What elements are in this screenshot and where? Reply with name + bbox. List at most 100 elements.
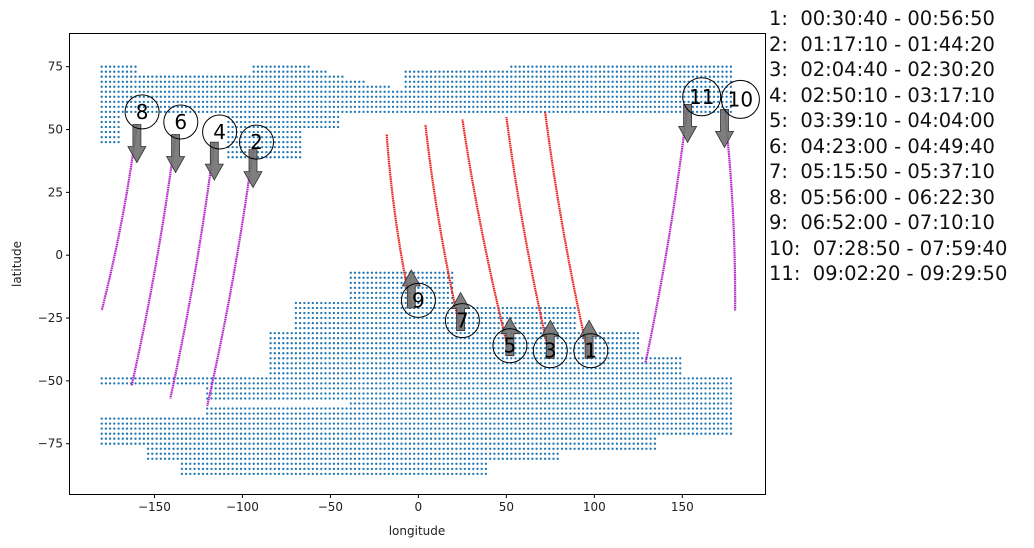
coverage-point (231, 422, 234, 425)
coverage-point (336, 347, 340, 350)
coverage-point (413, 80, 416, 83)
coverage-point (577, 397, 580, 400)
coverage-point (573, 65, 576, 68)
coverage-point (256, 472, 260, 476)
coverage-point (227, 80, 230, 83)
coverage-point (552, 387, 555, 390)
coverage-point (218, 422, 222, 425)
coverage-point (252, 120, 255, 124)
coverage-point (569, 75, 572, 78)
coverage-point (104, 135, 108, 139)
coverage-point (408, 80, 412, 83)
coverage-point (404, 392, 407, 395)
coverage-point (294, 306, 298, 310)
coverage-point (484, 70, 488, 73)
coverage-point (543, 412, 547, 415)
coverage-point (556, 306, 559, 310)
coverage-point (159, 90, 162, 93)
coverage-point (370, 100, 374, 104)
coverage-point (560, 85, 564, 88)
coverage-point (180, 80, 184, 83)
coverage-point (408, 382, 412, 385)
coverage-point (413, 392, 416, 395)
coverage-point (531, 75, 534, 78)
coverage-point (666, 377, 669, 380)
coverage-point (446, 342, 450, 345)
coverage-point (260, 412, 264, 415)
coverage-point (590, 397, 593, 400)
coverage-point (298, 407, 302, 410)
coverage-point (375, 337, 378, 340)
coverage-point (603, 362, 606, 365)
coverage-point (463, 447, 466, 450)
coverage-point (641, 417, 644, 420)
coverage-point (193, 437, 196, 440)
coverage-point (307, 392, 310, 395)
coverage-point (286, 417, 289, 420)
coverage-point (438, 442, 441, 445)
coverage-point (489, 311, 492, 315)
coverage-point (218, 442, 222, 445)
coverage-point (543, 397, 547, 400)
coverage-point (100, 105, 103, 109)
coverage-point (400, 281, 403, 285)
coverage-point (548, 417, 551, 420)
coverage-point (134, 100, 137, 104)
coverage-point (134, 90, 137, 93)
coverage-point (282, 140, 285, 144)
coverage-point (569, 372, 572, 375)
coverage-point (590, 75, 593, 78)
coverage-point (197, 427, 200, 430)
coverage-point (446, 427, 450, 430)
coverage-point (615, 347, 619, 350)
coverage-point (514, 442, 517, 445)
coverage-point (303, 357, 306, 360)
coverage-point (548, 85, 551, 88)
coverage-point (328, 382, 331, 385)
coverage-point (265, 95, 268, 98)
coverage-point (104, 75, 108, 78)
coverage-point (404, 347, 407, 350)
coverage-point (252, 407, 255, 410)
coverage-point (493, 80, 496, 83)
coverage-point (108, 427, 112, 430)
coverage-point (121, 110, 124, 114)
coverage-point (421, 296, 424, 300)
coverage-point (349, 331, 352, 335)
coverage-point (636, 442, 640, 445)
coverage-point (425, 85, 428, 88)
coverage-point (619, 80, 623, 83)
coverage-point (320, 407, 323, 410)
coverage-point (286, 80, 289, 83)
coverage-point (176, 452, 179, 455)
coverage-point (594, 422, 597, 425)
coverage-point (438, 342, 441, 345)
coverage-point (421, 90, 424, 93)
coverage-point (467, 422, 471, 425)
coverage-point (197, 377, 200, 380)
coverage-point (218, 85, 222, 88)
coverage-point (172, 100, 175, 104)
coverage-point (641, 85, 644, 88)
coverage-point (193, 472, 196, 476)
coverage-point (218, 472, 222, 476)
coverage-point (480, 442, 483, 445)
coverage-point (619, 422, 623, 425)
coverage-point (653, 432, 657, 435)
coverage-point (552, 392, 555, 395)
coverage-point (282, 382, 285, 385)
coverage-point (358, 100, 361, 104)
coverage-point (467, 316, 471, 320)
coverage-point (653, 402, 657, 405)
coverage-point (556, 357, 559, 360)
coverage-point (489, 306, 492, 310)
coverage-point (298, 337, 302, 340)
coverage-point (138, 110, 141, 114)
coverage-point (438, 447, 441, 450)
coverage-point (480, 85, 483, 88)
coverage-point (100, 377, 103, 380)
coverage-point (505, 357, 509, 360)
coverage-point (522, 95, 526, 98)
coverage-point (113, 105, 116, 109)
coverage-point (218, 467, 222, 471)
